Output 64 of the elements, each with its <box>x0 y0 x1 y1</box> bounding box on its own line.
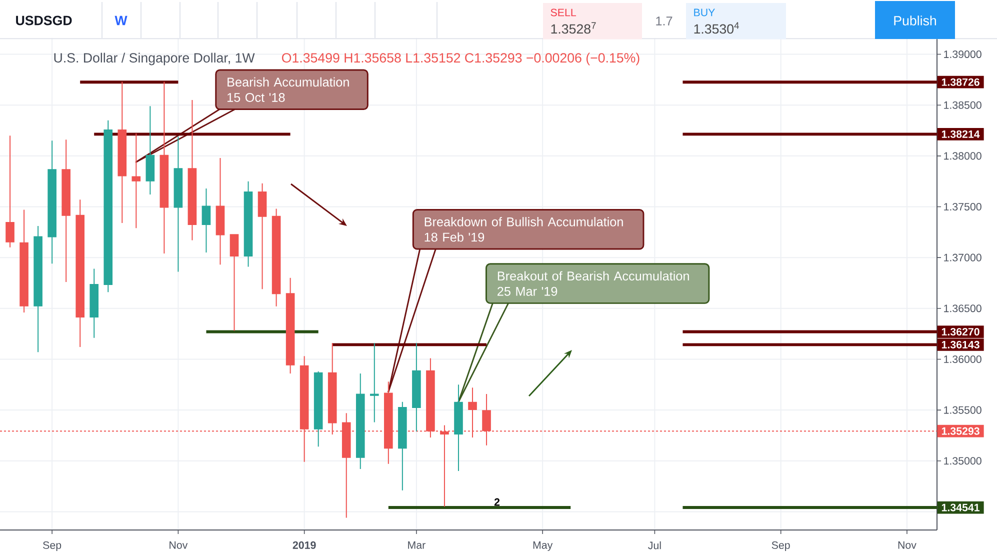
x-tick-label: 2019 <box>292 541 316 549</box>
text: 1.3530$^{4}$ <box>694 22 739 34</box>
candlestick <box>160 82 169 254</box>
candlestick <box>132 134 141 228</box>
candlestick <box>370 342 379 422</box>
annotation: Breakdown of Bullish Accumulation 18 Feb '19 <box>424 217 623 242</box>
candlestick <box>454 384 463 472</box>
y-tick-label: 1.37000 <box>944 254 982 262</box>
x-tick-label: May <box>533 541 553 551</box>
y-tick-label: 1.39000 <box>944 50 982 58</box>
y-tick-label: 1.36000 <box>944 355 982 363</box>
x-tick-label: Sep <box>772 541 790 552</box>
y-tick-label: 1.36500 <box>944 304 982 312</box>
candlestick <box>48 140 56 264</box>
y-tick-label: 1.38000 <box>944 152 982 160</box>
series-label: 1.38726 <box>942 78 980 86</box>
series-label: 1.34541 <box>942 504 980 512</box>
text: USDSGD <box>16 16 72 26</box>
candlestick <box>356 373 365 469</box>
text: W <box>114 16 128 26</box>
ref-line-label: 1.35293 <box>942 427 980 435</box>
x-tick-label: Sep <box>43 541 62 552</box>
series-label: 1.36270 <box>942 328 980 336</box>
text: 1.3528$^{7}$ <box>551 22 596 34</box>
candlestick <box>412 342 421 432</box>
candlestick <box>118 82 127 224</box>
text: SELL <box>550 8 576 16</box>
candlestick <box>286 278 295 374</box>
x-tick-label: Nov <box>898 541 916 549</box>
series-label: 1.38214 <box>942 130 980 138</box>
candlestick <box>230 234 239 331</box>
text: BUY <box>694 8 715 16</box>
candlestick <box>216 158 225 265</box>
y-tick-label: 1.38500 <box>944 101 982 109</box>
candlestick <box>76 200 84 348</box>
candlestick <box>62 140 70 282</box>
candlestick <box>244 181 253 267</box>
candlestick <box>6 136 14 248</box>
text: O1.35499 H1.35658 L1.35152 C1.35293 −0.00206 (−0.15%) <box>282 52 640 66</box>
candlestick <box>202 188 211 252</box>
x-tick-label: Mar <box>408 541 426 549</box>
text: 1.7 <box>656 16 672 26</box>
y-tick-label: 1.35000 <box>944 457 982 465</box>
candlestick <box>272 208 281 306</box>
text: Publish <box>894 16 936 26</box>
candlestick <box>20 210 28 312</box>
y-tick-label: 1.35500 <box>944 406 982 414</box>
legend-label: 1.36143 <box>942 340 980 348</box>
annotation: 2 <box>494 498 500 506</box>
candlestick <box>34 226 42 352</box>
candlestick <box>104 120 113 292</box>
x-tick-label: Jul <box>648 541 661 550</box>
text: U.S. Dollar / Singapore Dollar, 1W <box>54 52 255 66</box>
y-tick-label: 1.37500 <box>944 202 982 211</box>
annotation: Breakout of Bearish Accumulation 25 Mar '19 <box>498 271 689 296</box>
candlestick <box>314 371 323 447</box>
candlestick <box>146 106 155 195</box>
annotation: Bearish Accumulation 15 Oct '18 <box>228 77 349 102</box>
candlestick <box>398 402 407 490</box>
candlestick <box>258 183 267 290</box>
candlestick <box>90 268 99 338</box>
candlestick <box>174 136 183 272</box>
x-tick-label: Nov <box>170 541 188 549</box>
candlestick <box>188 100 197 240</box>
